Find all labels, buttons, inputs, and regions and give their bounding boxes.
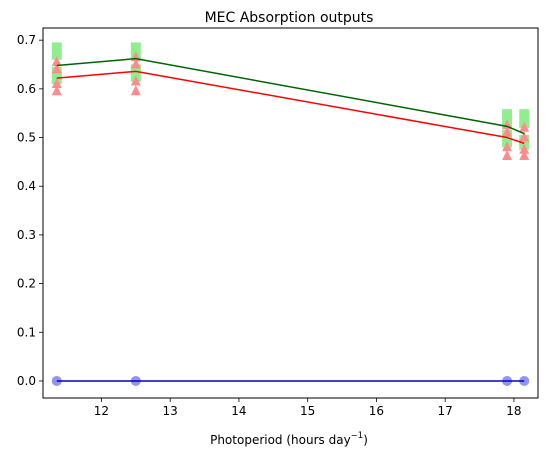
plot-area — [43, 28, 538, 398]
data-point-triangle — [519, 121, 530, 132]
data-point-triangle — [51, 77, 62, 88]
data-point-square — [51, 49, 62, 60]
y-tick-label: 0.4 — [17, 179, 36, 193]
data-point-triangle — [130, 85, 141, 96]
data-point-triangle — [130, 75, 141, 86]
y-tick-label: 0.6 — [17, 82, 36, 96]
data-point-triangle — [502, 141, 513, 152]
x-tick-label: 17 — [438, 404, 453, 418]
y-tick-label: 0.3 — [17, 228, 36, 242]
x-axis-label-close: ) — [363, 433, 368, 447]
x-axis-label: Photoperiod (hours day−1) — [210, 431, 368, 447]
data-point-square — [51, 42, 62, 53]
plot-frame — [42, 27, 539, 399]
data-point-triangle — [519, 131, 530, 142]
y-axis: 0.0 0.1 0.2 0.3 0.4 0.5 0.6 0.7 — [17, 33, 43, 388]
x-axis-label-exponent: −1 — [351, 431, 364, 441]
data-point-triangle — [519, 143, 530, 154]
data-point-triangle — [502, 150, 513, 161]
series-layer — [51, 42, 530, 386]
x-axis: 12 13 14 15 16 17 18 — [94, 398, 522, 418]
chart-title: MEC Absorption outputs — [205, 10, 374, 26]
lines-layer — [56, 57, 525, 382]
data-point-square — [502, 109, 513, 120]
data-point-triangle — [51, 85, 62, 96]
data-point-triangle — [51, 63, 62, 74]
data-point-square — [519, 109, 530, 120]
x-tick-label: 15 — [300, 404, 315, 418]
x-tick-label: 14 — [231, 404, 246, 418]
data-point-triangle — [519, 150, 530, 161]
data-point-triangle — [502, 126, 513, 137]
data-point-triangle — [130, 58, 141, 69]
x-axis-label-main: Photoperiod (hours day — [210, 433, 351, 447]
y-tick-label: 0.7 — [17, 33, 36, 47]
series-line — [56, 70, 525, 145]
x-tick-label: 12 — [94, 404, 109, 418]
data-point-square — [130, 42, 141, 53]
data-point-square — [130, 64, 141, 75]
x-tick-label: 18 — [506, 404, 521, 418]
x-tick-label: 13 — [163, 404, 178, 418]
x-tick-label: 16 — [369, 404, 384, 418]
y-tick-label: 0.0 — [17, 374, 36, 388]
y-tick-label: 0.2 — [17, 277, 36, 291]
y-tick-label: 0.1 — [17, 325, 36, 339]
data-point-triangle — [51, 56, 62, 67]
y-tick-label: 0.5 — [17, 131, 36, 145]
series-line — [56, 57, 525, 135]
